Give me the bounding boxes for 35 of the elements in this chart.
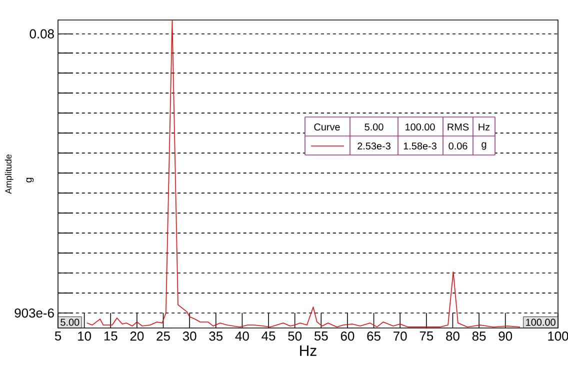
annotation: Curve xyxy=(314,123,340,131)
x-tick-label: 25 xyxy=(156,332,170,341)
x-tick-label: 75 xyxy=(420,332,434,341)
x-tick-label: 80 xyxy=(446,332,460,341)
annotation: Hz xyxy=(478,124,490,130)
annotation: 100.00 xyxy=(526,318,556,326)
y-tick-label: 903e-6 xyxy=(14,308,54,318)
x-tick-label: 90 xyxy=(498,332,512,341)
x-tick-label: 65 xyxy=(367,332,380,341)
annotation: 5.00 xyxy=(60,318,80,326)
x-tick-label: 60 xyxy=(340,332,354,341)
annotation: 100.00 xyxy=(406,123,435,131)
x-tick-label: 55 xyxy=(314,332,328,341)
y-tick-label: 0.08 xyxy=(30,29,54,38)
annotation: 2.53e-3 xyxy=(358,142,390,150)
annotation: RMS xyxy=(448,123,469,131)
x-tick-label: 50 xyxy=(288,332,302,341)
x-tick-label: 35 xyxy=(209,332,223,341)
x-tick-label: 20 xyxy=(130,332,144,341)
x-tick-label: 40 xyxy=(235,332,249,341)
annotation: 1.58e-3 xyxy=(404,142,436,150)
x-tick-label: 30 xyxy=(182,332,196,341)
x-tick-label: 45 xyxy=(262,332,276,341)
annotation: 5.00 xyxy=(364,123,384,131)
x-tick-label: 5 xyxy=(54,332,62,341)
x-tick-label: 10 xyxy=(78,332,92,341)
x-tick-label: 100 xyxy=(548,332,568,341)
annotation: g xyxy=(482,142,486,150)
x-tick-label: 70 xyxy=(394,332,407,341)
x-tick-label: 15 xyxy=(104,332,118,341)
x-tick-label: 85 xyxy=(472,332,486,341)
annotation: 0.06 xyxy=(448,142,468,150)
x-axis-title: Hz xyxy=(300,346,316,356)
y-axis-title: Amplitude xyxy=(4,154,14,194)
text: g xyxy=(26,178,34,182)
